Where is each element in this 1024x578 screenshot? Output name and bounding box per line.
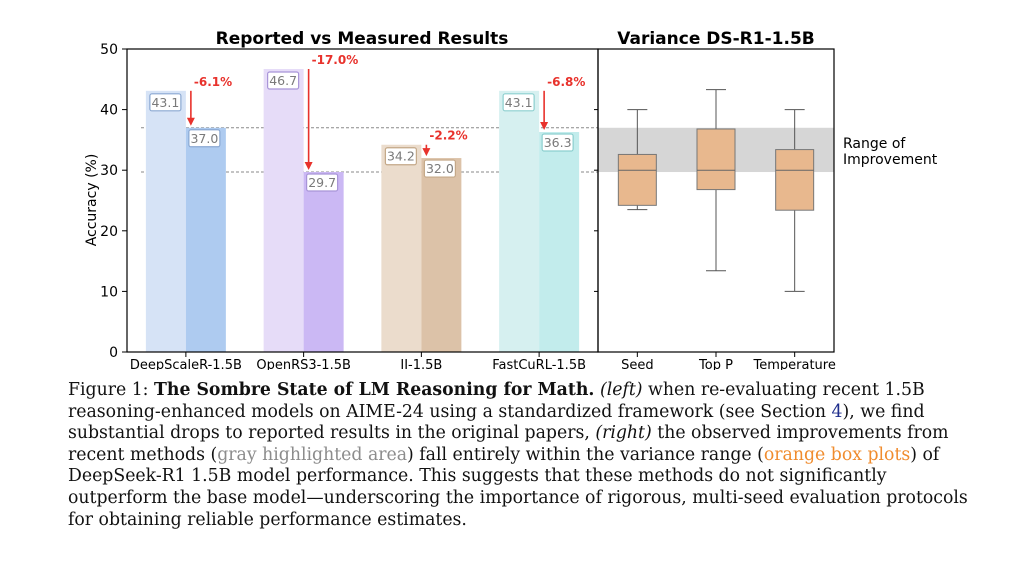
value-box-measured <box>541 133 574 152</box>
bar-reported <box>381 144 422 352</box>
bar-reported <box>145 90 186 353</box>
caption-text-5: ) of DeepSeek-R1 1.5B model performance.… <box>68 444 968 530</box>
caption-text-1: when re-evaluating recent 1.5B reasoning… <box>68 380 925 422</box>
plot-layer <box>145 68 815 353</box>
caption-orange-text: orange box plots <box>763 444 911 465</box>
caption-text-2: ), we find substantial drops to reported… <box>68 401 925 444</box>
caption-gray-text: gray highlighted area <box>217 444 408 465</box>
y-tick-label: 20 <box>100 224 118 240</box>
drop-label: -6.1% <box>194 75 232 89</box>
y-tick-label: 30 <box>100 163 118 179</box>
value-box-measured <box>188 129 221 148</box>
x-tick-label: Top P <box>698 358 733 370</box>
drop-label: -2.2% <box>429 129 467 143</box>
x-tick-label: OpenRS3-1.5B <box>256 358 351 370</box>
box <box>617 153 657 206</box>
value-label-measured: 29.7 <box>308 175 336 190</box>
value-box-measured <box>423 159 456 178</box>
drop-arrow-head <box>304 162 313 171</box>
value-label-reported: 46.7 <box>269 73 297 88</box>
caption-section-ref[interactable]: 4 <box>831 401 843 422</box>
labels-layer: 0 10 20 30 40 50 DeepScaleR-1.5B -6.1% 43.1 37.0 O… <box>100 42 938 370</box>
box <box>775 149 815 211</box>
band-label: Improvement <box>843 152 938 168</box>
y-tick-label: 0 <box>109 345 118 361</box>
value-box-reported <box>502 93 535 112</box>
bar-measured <box>303 172 344 352</box>
drop-label: -17.0% <box>312 53 359 67</box>
value-label-reported: 43.1 <box>151 95 179 110</box>
value-label-reported: 34.2 <box>387 149 415 164</box>
value-label-reported: 43.1 <box>505 95 533 110</box>
frame-layer <box>126 48 835 353</box>
left-chart-title: Reported vs Measured Results <box>216 29 509 49</box>
drop-label: -6.8% <box>547 75 585 89</box>
bar-reported <box>263 68 304 353</box>
value-box-reported <box>267 71 300 90</box>
bar-reported <box>499 90 540 353</box>
x-tick-label: II-1.5B <box>400 358 442 370</box>
caption-title: The Sombre State of LM Reasoning for Mat… <box>154 380 595 400</box>
y-tick-label: 40 <box>100 103 118 119</box>
box <box>696 128 736 191</box>
bar-measured <box>185 127 226 352</box>
drop-arrow-head <box>186 117 195 126</box>
drop-arrow-head <box>540 122 549 131</box>
y-axis-label: Accuracy (%) <box>84 154 100 247</box>
x-tick-label: FastCuRL-1.5B <box>492 358 586 370</box>
caption-label: Figure 1: <box>68 380 149 400</box>
x-tick-label: Seed <box>621 358 654 370</box>
value-label-measured: 36.3 <box>544 135 572 150</box>
y-tick-label: 50 <box>100 42 118 58</box>
value-box-measured <box>306 173 339 192</box>
figure-caption: Figure 1: The Sombre State of LM Reasoni… <box>68 380 968 531</box>
caption-text-3: the observed improvements from recent me… <box>68 423 949 465</box>
bar-measured <box>421 158 462 352</box>
value-label-measured: 37.0 <box>190 131 218 146</box>
drop-arrow-head <box>422 148 431 157</box>
right-chart-title: Variance DS-R1-1.5B <box>617 29 814 49</box>
y-tick-label: 10 <box>100 284 118 300</box>
value-label-measured: 32.0 <box>426 161 454 176</box>
x-tick-label: Temperature <box>752 358 835 370</box>
value-box-reported <box>149 93 182 112</box>
caption-text-4: ) fall entirely within the variance rang… <box>407 444 764 465</box>
band-label: Range of <box>843 136 906 152</box>
bar-measured <box>539 132 580 352</box>
figure-1: Reported vs Measured Results Variance DS… <box>84 29 938 370</box>
caption-left-tag: (left) <box>599 380 643 400</box>
caption-right-tag: (right) <box>595 423 652 444</box>
x-tick-label: DeepScaleR-1.5B <box>130 358 242 370</box>
value-box-reported <box>384 147 417 166</box>
